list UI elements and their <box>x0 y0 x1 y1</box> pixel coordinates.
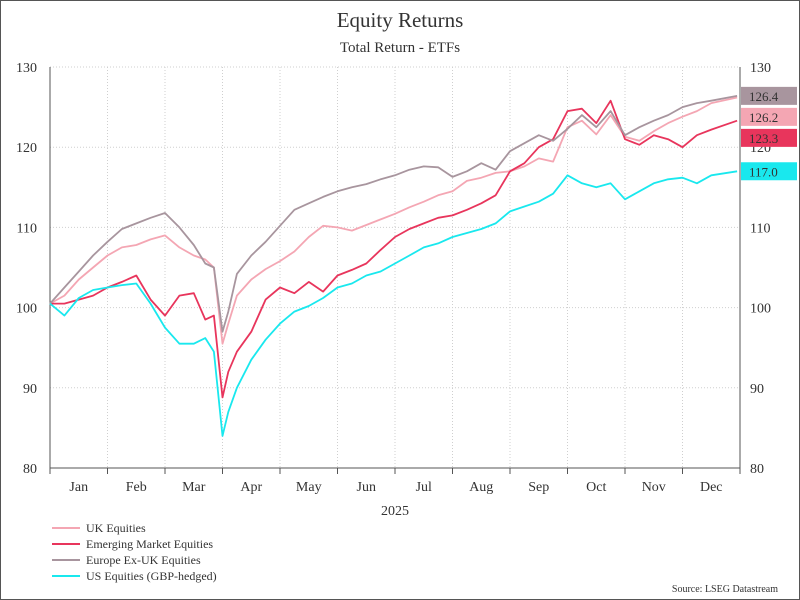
y-tick-label-right: 110 <box>750 221 770 236</box>
series-line <box>49 95 738 333</box>
end-value-label: 117.0 <box>749 164 778 179</box>
x-tick-label: Sep <box>528 480 549 495</box>
y-tick-label-right: 100 <box>750 302 771 317</box>
legend-label: Europe Ex-UK Equities <box>86 553 201 567</box>
x-tick-label: Aug <box>469 480 493 495</box>
y-tick-label-right: 80 <box>750 462 764 477</box>
end-value-box <box>741 128 797 147</box>
y-tick-label-left: 90 <box>23 382 37 397</box>
x-tick-label: May <box>296 480 322 495</box>
series-line <box>49 96 738 345</box>
x-tick-label: Jan <box>69 480 88 495</box>
y-tick-label-left: 120 <box>16 141 37 156</box>
series-lines <box>49 95 738 437</box>
end-value-labels: 126.4 126.2 123.3 117.0 <box>741 86 797 181</box>
source-note: Source: LSEG Datastream <box>672 584 778 595</box>
chart-subtitle: Total Return - ETFs <box>340 40 460 56</box>
x-tick-label: Dec <box>700 480 723 495</box>
end-value-label: 123.3 <box>749 131 778 146</box>
x-tick-label: Mar <box>182 480 206 495</box>
x-tick-label: Jul <box>416 480 432 495</box>
legend-label: US Equities (GBP-hedged) <box>86 569 217 583</box>
end-value-box <box>741 86 797 105</box>
x-tick-label: Jun <box>357 480 376 495</box>
x-tick-label: Feb <box>126 480 147 495</box>
x-tick-label: Apr <box>240 480 262 495</box>
chart-title: Equity Returns <box>337 8 464 32</box>
y-tick-label-left: 130 <box>16 61 37 76</box>
legend-label: UK Equities <box>86 521 146 535</box>
end-value-box <box>741 162 797 181</box>
x-tick-label: Nov <box>642 480 666 495</box>
y-tick-label-left: 100 <box>16 302 37 317</box>
end-value-label: 126.4 <box>749 89 779 104</box>
y-tick-label-left: 110 <box>17 221 37 236</box>
gridlines <box>50 66 740 469</box>
end-value-box <box>741 107 797 126</box>
x-tick-label: Oct <box>586 480 606 495</box>
legend: UK Equities Emerging Market Equities Europ… <box>52 521 217 583</box>
y-tick-label-left: 80 <box>23 462 37 477</box>
y-tick-label-right: 90 <box>750 382 764 397</box>
x-axis-title: 2025 <box>381 504 409 519</box>
series-line <box>49 170 738 437</box>
y-tick-label-right: 130 <box>750 61 771 76</box>
end-value-label: 126.2 <box>749 110 778 125</box>
legend-label: Emerging Market Equities <box>86 537 213 551</box>
series-line <box>50 99 738 399</box>
